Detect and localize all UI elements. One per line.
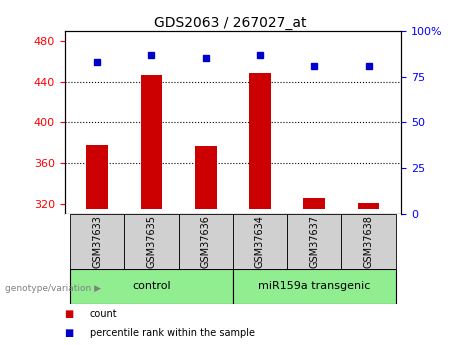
Bar — [178, 214, 233, 269]
Text: GDS2063 / 267027_at: GDS2063 / 267027_at — [154, 16, 307, 30]
Bar — [358, 203, 379, 209]
Text: miR159a transgenic: miR159a transgenic — [258, 282, 370, 291]
Text: GSM37635: GSM37635 — [147, 215, 156, 268]
Bar — [70, 214, 124, 269]
Text: ■: ■ — [65, 309, 74, 319]
Bar — [86, 145, 108, 209]
Text: ■: ■ — [65, 328, 74, 338]
Bar — [233, 269, 396, 304]
Text: count: count — [90, 309, 118, 319]
Bar — [195, 146, 217, 209]
Text: genotype/variation ▶: genotype/variation ▶ — [5, 284, 100, 293]
Text: GSM37637: GSM37637 — [309, 215, 319, 268]
Text: GSM37633: GSM37633 — [92, 215, 102, 268]
Bar — [303, 198, 325, 209]
Bar — [249, 73, 271, 209]
Bar — [287, 214, 341, 269]
Text: percentile rank within the sample: percentile rank within the sample — [90, 328, 255, 338]
Text: control: control — [132, 282, 171, 291]
Bar — [124, 214, 178, 269]
Text: GSM37634: GSM37634 — [255, 215, 265, 268]
Text: GSM37636: GSM37636 — [201, 215, 211, 268]
Bar — [233, 214, 287, 269]
Bar — [70, 269, 233, 304]
Bar — [341, 214, 396, 269]
Bar — [141, 75, 162, 209]
Text: GSM37638: GSM37638 — [364, 215, 373, 268]
